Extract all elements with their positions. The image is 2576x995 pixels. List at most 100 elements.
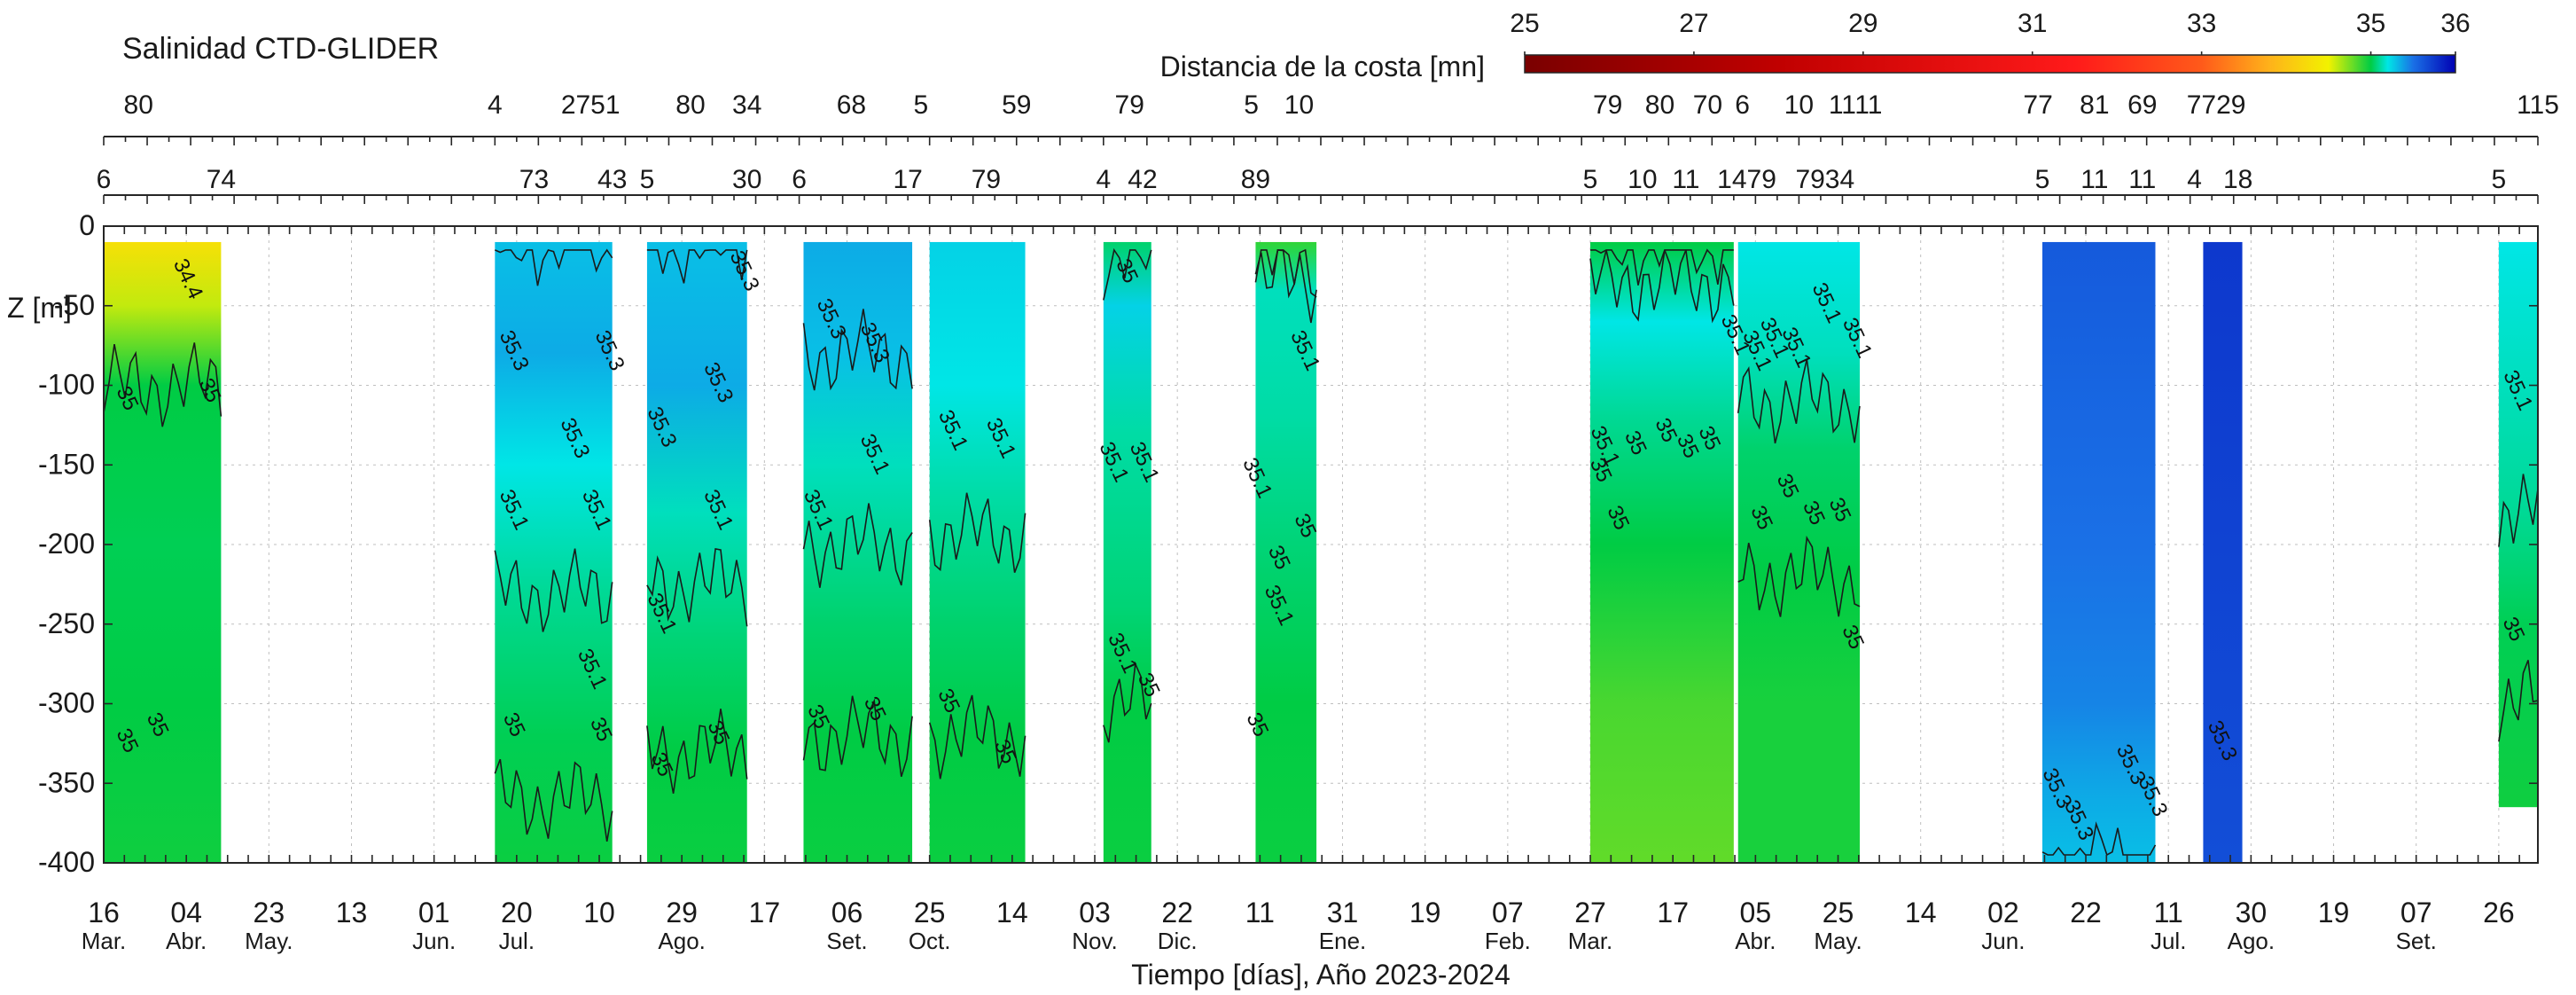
distance-row1-label: 6	[1735, 90, 1750, 120]
x-tick-label: 19	[2318, 897, 2350, 928]
contour-line	[1737, 536, 1861, 617]
colorbar-tick-label: 36	[2440, 9, 2470, 38]
x-month-label: Nov.	[1072, 928, 1118, 954]
x-tick-label: 01	[418, 897, 450, 928]
contour-line	[1254, 249, 1317, 324]
contour-line	[928, 694, 1026, 780]
x-tick-label: 22	[1161, 897, 1193, 928]
contour-line	[1254, 248, 1317, 298]
distance-row1-label: 81	[2080, 90, 2109, 120]
distance-row2-label: 42	[1128, 165, 1157, 194]
contour-line	[802, 309, 913, 391]
y-tick-label: -150	[38, 448, 95, 480]
x-tick-label: 13	[336, 897, 368, 928]
contour-line	[802, 695, 913, 778]
y-tick-label: 0	[79, 209, 95, 241]
x-month-label: Oct.	[909, 928, 951, 954]
heatmap-segment	[1590, 241, 1734, 863]
x-tick-label: 27	[1574, 897, 1606, 928]
distance-row2-label: 11	[1672, 165, 1699, 194]
y-tick-label: -200	[38, 528, 95, 560]
x-month-label: May.	[1814, 928, 1862, 954]
contour-line	[1103, 661, 1152, 743]
distance-row1-label: 11	[1854, 90, 1882, 120]
x-tick-label: 26	[2483, 897, 2515, 928]
y-axis-label: Z [m]	[7, 292, 72, 324]
contour-line	[928, 492, 1026, 573]
distance-row2-label: 18	[2223, 165, 2252, 194]
heatmap-segment	[104, 241, 222, 863]
x-month-label: Jun.	[412, 928, 456, 954]
distance-row2-label: 5	[1583, 165, 1598, 194]
y-tick-label: -400	[38, 846, 95, 878]
contour-line	[494, 758, 613, 842]
colorbar-tick-label: 33	[2187, 9, 2216, 38]
distance-row1-label: 4	[488, 90, 503, 120]
distance-row2-label: 30	[732, 165, 761, 194]
distance-row1-label: 77	[2023, 90, 2052, 120]
y-tick-label: -100	[38, 369, 95, 401]
distance-row2-label: 1479	[1717, 165, 1776, 194]
distance-row2-label: 5	[2035, 165, 2050, 194]
heatmap-segment	[1737, 241, 1861, 863]
contour-line	[2498, 660, 2538, 742]
x-tick-label: 16	[88, 897, 120, 928]
contour-line	[646, 248, 748, 284]
y-tick-label: -250	[38, 607, 95, 639]
distance-row1-label: 2751	[561, 90, 621, 120]
heatmap-segment	[2203, 241, 2243, 863]
distance-row1-label: 10	[1784, 90, 1814, 120]
x-tick-label: 25	[914, 897, 946, 928]
distance-row1-label: 7729	[2187, 90, 2246, 120]
distance-row1-label: 68	[837, 90, 866, 120]
x-month-label: Ago.	[2228, 928, 2275, 954]
contour-line	[494, 548, 613, 632]
contour-line	[646, 709, 748, 794]
x-tick-label: 05	[1740, 897, 1772, 928]
x-tick-label: 22	[2070, 897, 2102, 928]
x-tick-label: 31	[1327, 897, 1359, 928]
distance-row1-label: 80	[124, 90, 153, 120]
x-month-label: Abr.	[1735, 928, 1776, 954]
x-month-label: May.	[245, 928, 293, 954]
contour-line	[1590, 248, 1734, 286]
x-tick-label: 07	[2400, 897, 2432, 928]
x-month-label: Dic.	[1158, 928, 1198, 954]
colorbar-bar	[1524, 54, 2456, 74]
x-axis-label: Tiempo [días], Año 2023-2024	[1131, 959, 1510, 991]
x-tick-label: 29	[666, 897, 698, 928]
x-tick-label: 07	[1492, 897, 1524, 928]
heatmap-segment	[929, 241, 1026, 863]
distance-row2-label: 4	[1096, 165, 1111, 194]
contour-line	[104, 342, 222, 427]
distance-row1-label: 69	[2127, 90, 2157, 120]
contour-line	[2498, 474, 2538, 547]
distance-row2-label: 79	[972, 165, 1001, 194]
x-month-label: Jul.	[499, 928, 535, 954]
distance-row2-label: 4	[2187, 165, 2202, 194]
x-tick-label: 23	[254, 897, 285, 928]
x-month-label: Jun.	[1981, 928, 2025, 954]
y-tick-label: -350	[38, 766, 95, 798]
x-tick-label: 17	[1657, 897, 1689, 928]
x-tick-label: 20	[501, 897, 533, 928]
colorbar-title: Distancia de la costa [mn]	[1160, 51, 1485, 82]
distance-row1-label: 70	[1693, 90, 1722, 120]
distance-row1-label: 80	[675, 90, 705, 120]
heatmap-segment	[495, 241, 613, 863]
colorbar-tick-label: 31	[2018, 9, 2047, 38]
heatmap-segment	[646, 241, 747, 863]
distance-row1-label: 79	[1593, 90, 1622, 120]
heatmap-segment	[1255, 241, 1317, 863]
x-tick-label: 04	[170, 897, 202, 928]
distance-row2-label: 6	[792, 165, 807, 194]
distance-row2-label: 74	[207, 165, 236, 194]
x-month-label: Set.	[826, 928, 867, 954]
x-tick-label: 06	[831, 897, 863, 928]
x-tick-label: 30	[2236, 897, 2268, 928]
x-tick-label: 10	[583, 897, 615, 928]
contour-line	[1103, 247, 1152, 301]
x-month-label: Ago.	[658, 928, 706, 954]
x-tick-label: 03	[1079, 897, 1111, 928]
